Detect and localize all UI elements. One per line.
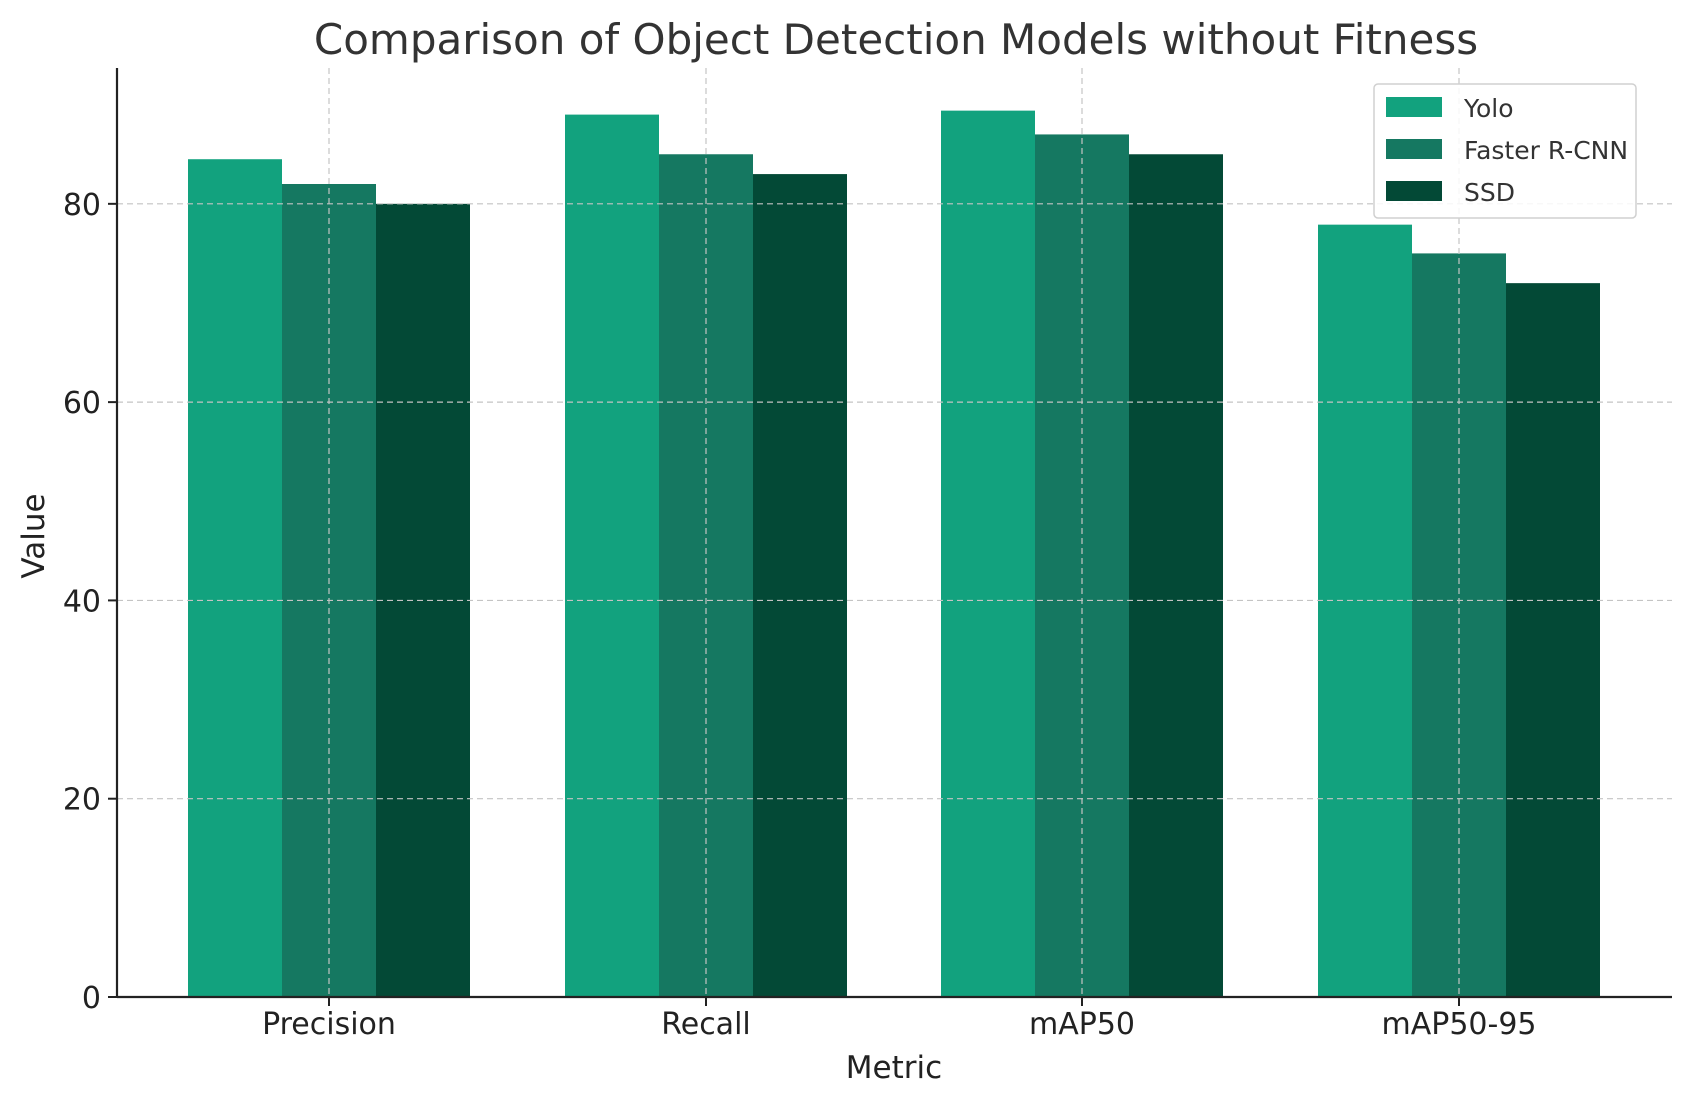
- bar-faster-r-cnn-recall: [659, 154, 753, 997]
- x-ticks: Precision Recall mAP50 mAP50-95: [262, 997, 1537, 1042]
- legend: Yolo Faster R-CNN SSD: [1373, 83, 1637, 219]
- legend-label: SSD: [1464, 178, 1515, 207]
- y-tick-label: 60: [63, 386, 101, 421]
- y-tick-label: 0: [82, 981, 101, 1016]
- legend-swatch: [1386, 181, 1442, 201]
- y-ticks: 0 20 40 60 80: [63, 188, 117, 1016]
- bar-yolo-recall: [565, 114, 659, 998]
- x-axis-label: Metric: [846, 1050, 942, 1086]
- bar-ssd-map50: [1129, 154, 1223, 997]
- legend-label: Yolo: [1463, 94, 1514, 123]
- x-tick-label: mAP50-95: [1381, 1007, 1536, 1042]
- x-tick-label: Precision: [262, 1007, 396, 1042]
- bar-yolo-map50: [941, 110, 1035, 997]
- x-tick-label: mAP50: [1029, 1007, 1135, 1042]
- y-tick-label: 40: [63, 584, 101, 619]
- bars: [188, 110, 1600, 998]
- chart-title: Comparison of Object Detection Models wi…: [314, 15, 1478, 64]
- legend-items: Yolo Faster R-CNN SSD: [1386, 94, 1628, 207]
- bar-yolo-map50-95: [1318, 224, 1412, 998]
- bar-ssd-map50-95: [1506, 283, 1600, 997]
- axes: [115, 68, 1672, 999]
- y-tick-label: 80: [63, 188, 101, 223]
- bar-yolo-precision: [188, 159, 282, 998]
- legend-swatch: [1386, 97, 1442, 117]
- y-tick-label: 20: [63, 783, 101, 818]
- y-axis-label: Value: [16, 493, 52, 578]
- legend-label: Faster R-CNN: [1464, 136, 1628, 165]
- x-tick-label: Recall: [661, 1007, 751, 1042]
- legend-swatch: [1386, 139, 1442, 159]
- bar-ssd-recall: [753, 174, 847, 998]
- bar-faster-r-cnn-map50-95: [1412, 253, 1506, 997]
